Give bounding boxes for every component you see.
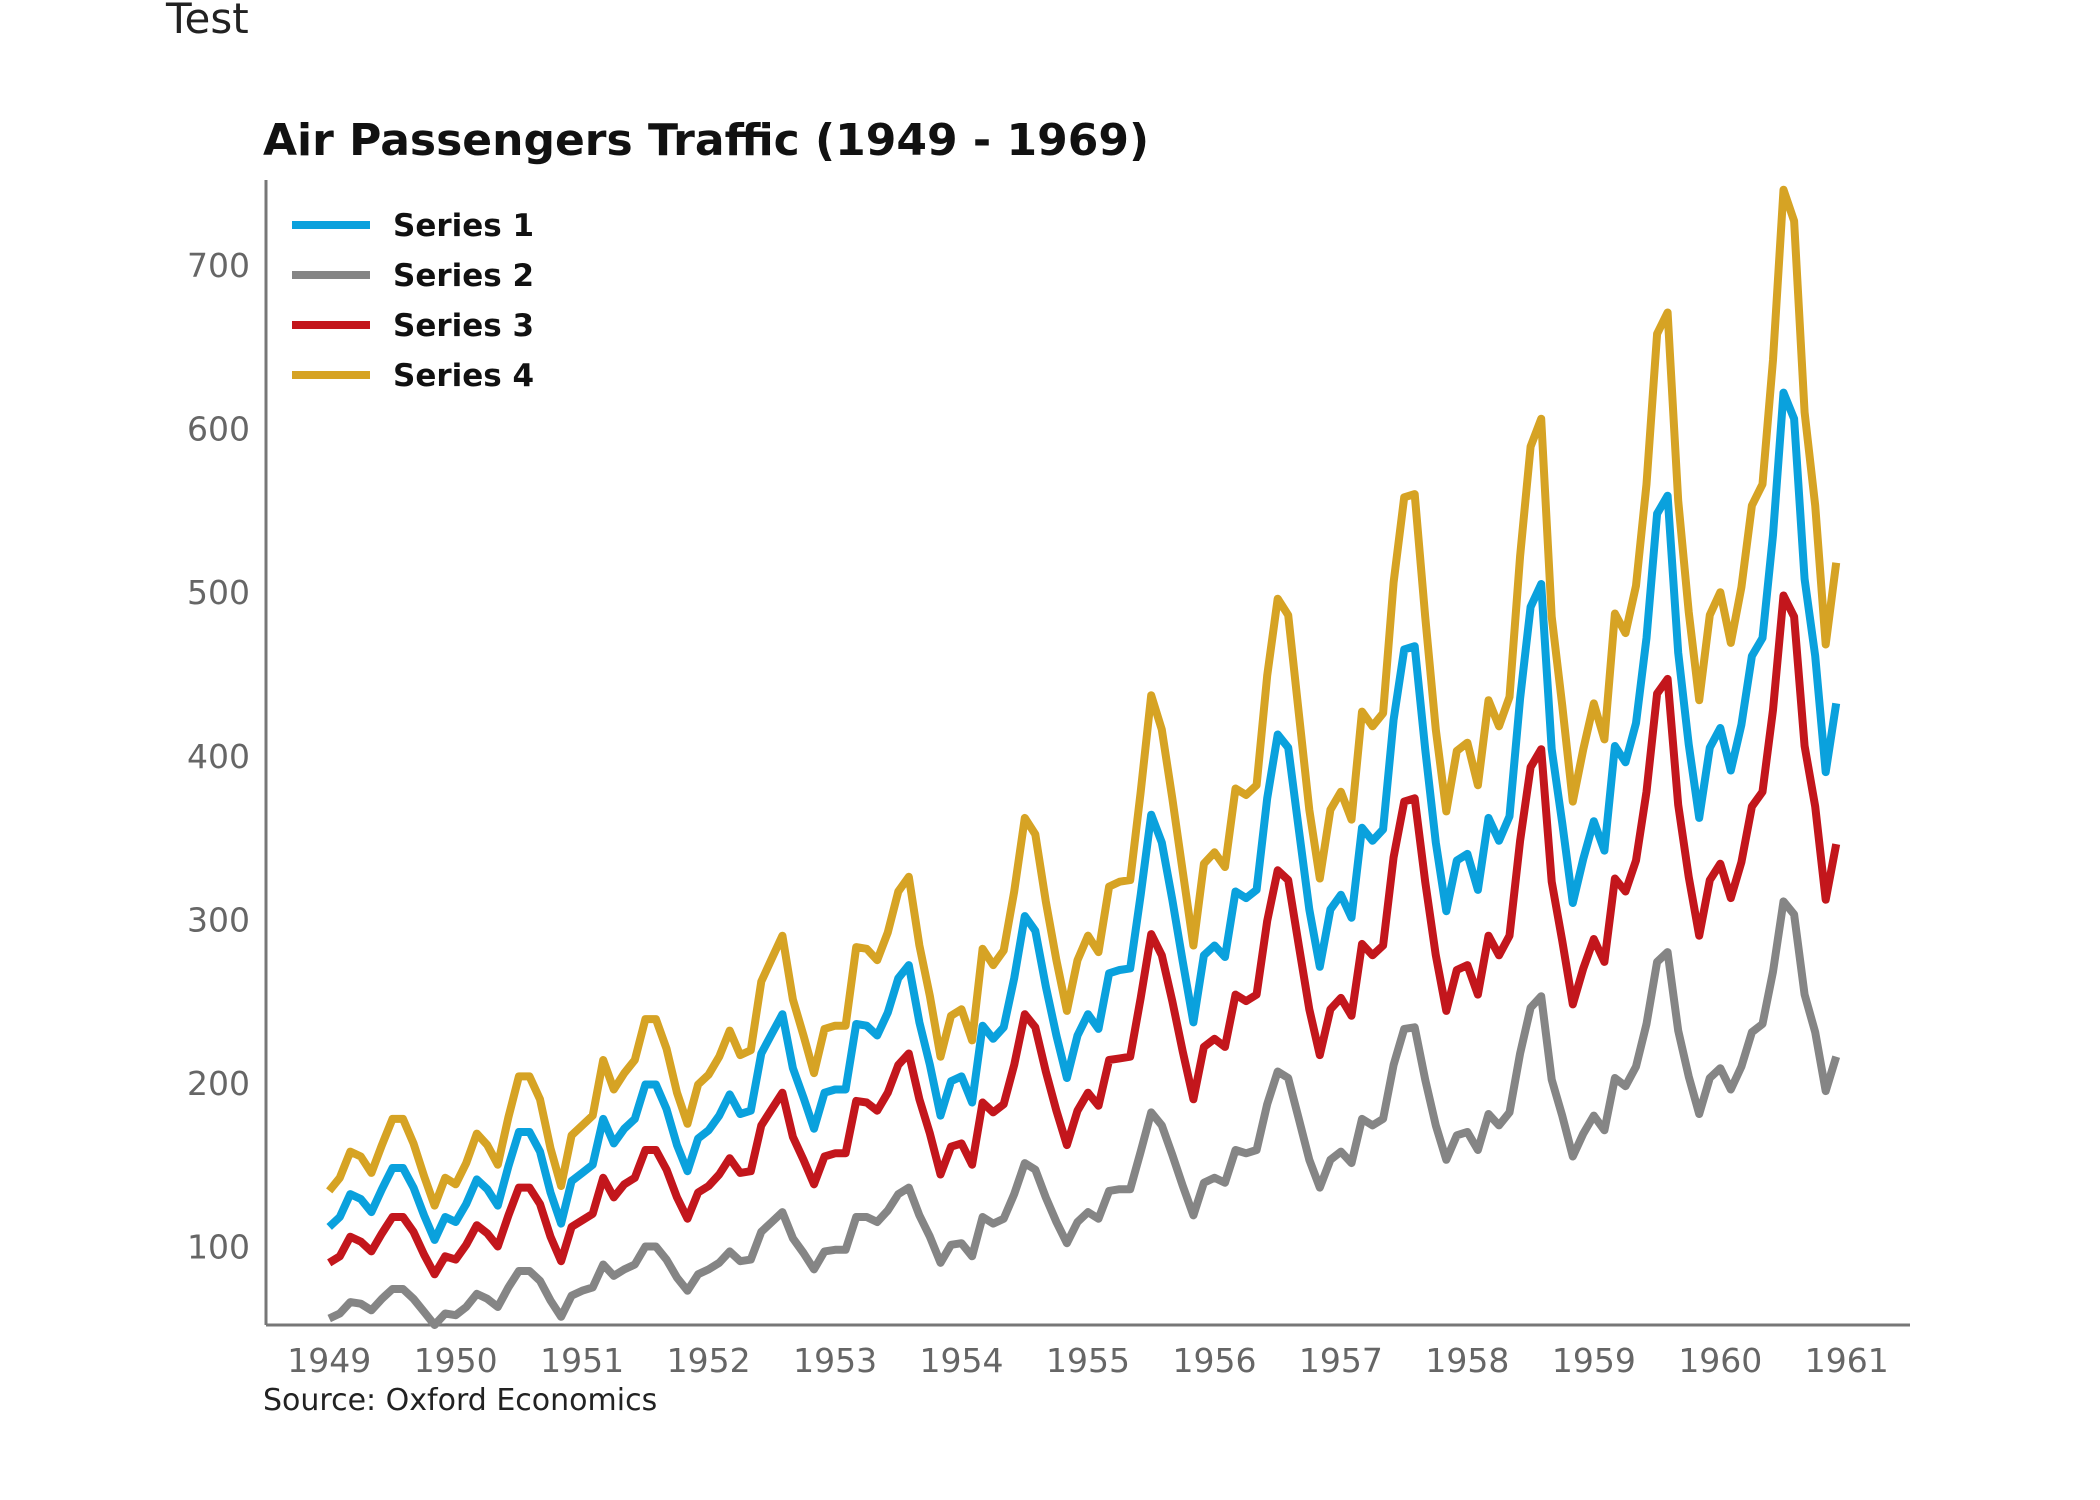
y-tick-label: 600	[187, 410, 250, 449]
x-tick-label: 1956	[1172, 1341, 1256, 1380]
legend: Series 1 Series 2 Series 3 Series 4	[292, 208, 534, 394]
y-tick-label: 400	[187, 737, 250, 776]
x-tick-label: 1950	[414, 1341, 498, 1380]
y-tick-label: 500	[187, 573, 250, 612]
legend-label-2: Series 2	[393, 258, 534, 294]
series-line-3	[327, 591, 1841, 1279]
chart-title: Air Passengers Traffic (1949 - 1969)	[263, 115, 1149, 166]
page-label: Test	[166, 0, 249, 43]
y-tick-label: 700	[187, 246, 250, 285]
axes: 100 200 300 400 500 600 700 1949 1950 1951 1952 195…	[187, 180, 1910, 1380]
x-tick-label: 1952	[667, 1341, 751, 1380]
legend-label-4: Series 4	[393, 358, 534, 394]
x-tick-label: 1960	[1678, 1341, 1762, 1380]
legend-label-3: Series 3	[393, 308, 534, 344]
x-tick-label: 1961	[1805, 1341, 1889, 1380]
x-tick-label: 1953	[793, 1341, 877, 1380]
series-line-2	[327, 897, 1841, 1329]
legend-label-1: Series 1	[393, 208, 534, 244]
series-line-4	[326, 185, 1841, 1210]
x-tick-label: 1955	[1046, 1341, 1130, 1380]
x-tick-label: 1957	[1299, 1341, 1383, 1380]
series-line-1	[326, 388, 1841, 1244]
x-tick-label: 1954	[920, 1341, 1004, 1380]
source-note: Source: Oxford Economics	[263, 1383, 657, 1418]
x-tick-label: 1949	[287, 1341, 371, 1380]
series-layer	[326, 185, 1841, 1329]
x-tick-label: 1959	[1552, 1341, 1636, 1380]
x-tick-label: 1958	[1425, 1341, 1509, 1380]
x-tick-label: 1951	[540, 1341, 624, 1380]
y-tick-label: 100	[187, 1227, 250, 1266]
y-tick-label: 300	[187, 900, 250, 939]
y-tick-label: 200	[187, 1064, 250, 1103]
